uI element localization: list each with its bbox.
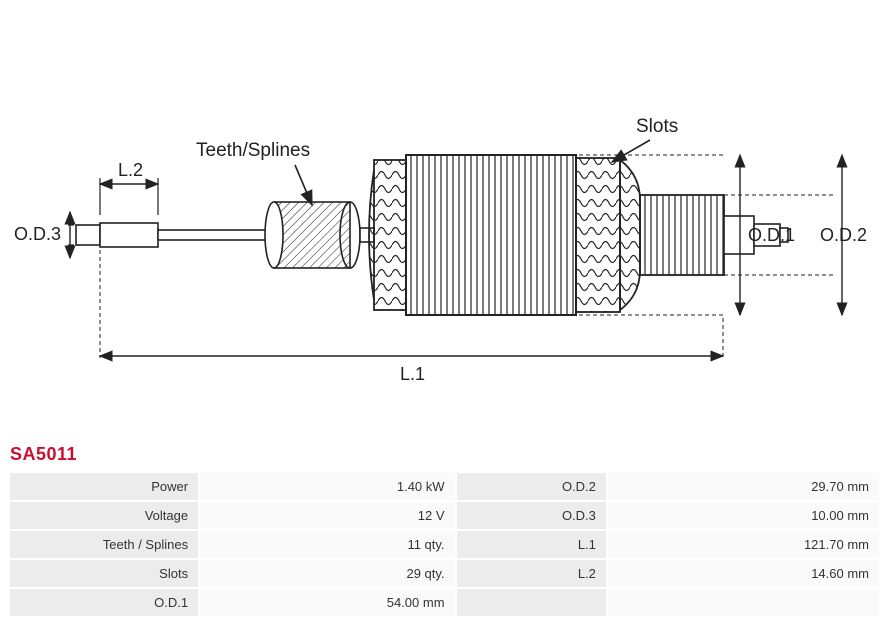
dim-l2-label: L.2 [118, 160, 143, 180]
spec-label: O.D.2 [457, 473, 606, 500]
spec-value: 14.60 mm [608, 560, 879, 587]
table-row: Power 1.40 kW O.D.2 29.70 mm [10, 473, 879, 500]
spec-value: 1.40 kW [200, 473, 454, 500]
part-number: SA5011 [0, 440, 889, 471]
armature-diagram: L.2 O.D.3 Teeth/Splines Slots O.D.1 O.D.… [0, 0, 889, 440]
spec-value: 121.70 mm [608, 531, 879, 558]
dim-od2-label: O.D.2 [820, 225, 867, 245]
spec-value: 12 V [200, 502, 454, 529]
table-row: Slots 29 qty. L.2 14.60 mm [10, 560, 879, 587]
table-row: O.D.1 54.00 mm [10, 589, 879, 616]
spec-label: L.1 [457, 531, 606, 558]
dim-od3-label: O.D.3 [14, 224, 61, 244]
dim-l1-label: L.1 [400, 364, 425, 384]
spec-value: 29 qty. [200, 560, 454, 587]
spec-label: O.D.1 [10, 589, 198, 616]
slots-label: Slots [636, 116, 678, 137]
spec-label: Slots [10, 560, 198, 587]
spec-label: L.2 [457, 560, 606, 587]
teeth-splines-label: Teeth/Splines [196, 140, 310, 161]
spec-label: O.D.3 [457, 502, 606, 529]
spec-value: 29.70 mm [608, 473, 879, 500]
spec-value: 10.00 mm [608, 502, 879, 529]
table-row: Teeth / Splines 11 qty. L.1 121.70 mm [10, 531, 879, 558]
spec-table: Power 1.40 kW O.D.2 29.70 mm Voltage 12 … [8, 471, 881, 618]
spec-value: 54.00 mm [200, 589, 454, 616]
spec-label: Power [10, 473, 198, 500]
spec-label: Voltage [10, 502, 198, 529]
spec-label: Teeth / Splines [10, 531, 198, 558]
spec-value: 11 qty. [200, 531, 454, 558]
armature-svg: L.2 O.D.3 Teeth/Splines Slots O.D.1 O.D.… [0, 0, 889, 440]
spec-label [457, 589, 606, 616]
table-row: Voltage 12 V O.D.3 10.00 mm [10, 502, 879, 529]
spec-value [608, 589, 879, 616]
dim-od1-label: O.D.1 [748, 225, 795, 245]
